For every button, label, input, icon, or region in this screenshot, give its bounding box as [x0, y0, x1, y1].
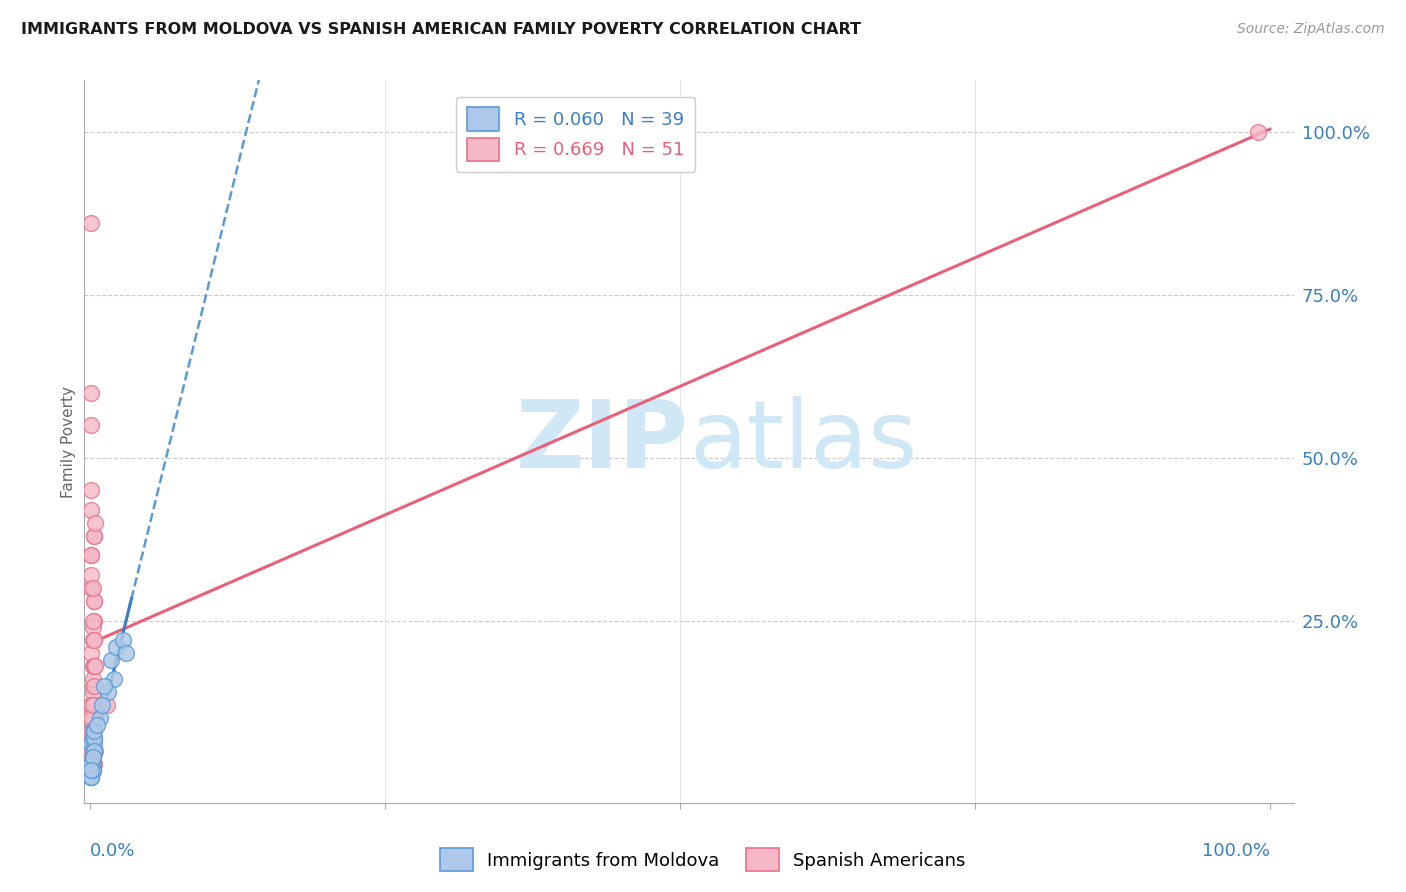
Point [80, 737, 103, 751]
Point [80, 744, 103, 758]
Point [84, 744, 107, 758]
Point [80, 724, 103, 739]
Point [82, 764, 104, 778]
Text: ZIP: ZIP [516, 395, 689, 488]
Point [96, 698, 118, 713]
Point [80, 711, 103, 725]
Point [97, 685, 120, 699]
Point [80, 483, 103, 498]
Legend: R = 0.060   N = 39, R = 0.669   N = 51: R = 0.060 N = 39, R = 0.669 N = 51 [456, 96, 695, 172]
Point [80, 770, 103, 784]
Point [80, 770, 103, 784]
Point [84, 659, 107, 673]
Point [82, 724, 104, 739]
Point [82, 724, 104, 739]
Point [83, 756, 105, 771]
Point [82, 756, 104, 771]
Point [82, 698, 104, 713]
Point [114, 646, 136, 660]
Text: IMMIGRANTS FROM MOLDOVA VS SPANISH AMERICAN FAMILY POVERTY CORRELATION CHART: IMMIGRANTS FROM MOLDOVA VS SPANISH AMERI… [21, 22, 860, 37]
Point [112, 633, 135, 648]
Point [83, 633, 105, 648]
Point [83, 529, 105, 543]
Point [82, 756, 104, 771]
Point [84, 698, 107, 713]
Point [80, 568, 103, 582]
Point [80, 764, 103, 778]
Point [83, 711, 105, 725]
Point [82, 581, 104, 595]
Point [82, 737, 104, 751]
Point [83, 594, 105, 608]
Point [80, 698, 103, 713]
Point [80, 385, 103, 400]
Point [82, 750, 104, 764]
Point [82, 731, 104, 745]
Point [80, 756, 103, 771]
Text: atlas: atlas [689, 395, 917, 488]
Point [80, 549, 103, 563]
Point [80, 770, 103, 784]
Point [82, 750, 104, 764]
Point [80, 698, 103, 713]
Point [82, 764, 104, 778]
Text: Source: ZipAtlas.com: Source: ZipAtlas.com [1237, 22, 1385, 37]
Point [83, 633, 105, 648]
Text: 0.0%: 0.0% [90, 842, 135, 860]
Point [89, 711, 111, 725]
Point [80, 549, 103, 563]
Point [80, 581, 103, 595]
Point [80, 646, 103, 660]
Point [82, 750, 104, 764]
Y-axis label: Family Poverty: Family Poverty [60, 385, 76, 498]
Point [82, 724, 104, 739]
Point [82, 633, 104, 648]
Point [93, 679, 115, 693]
Point [83, 744, 105, 758]
Text: 100.0%: 100.0% [1202, 842, 1270, 860]
Point [83, 744, 105, 758]
Point [105, 640, 128, 654]
Point [82, 744, 104, 758]
Point [83, 679, 105, 693]
Point [103, 672, 125, 686]
Point [83, 731, 105, 745]
Point [80, 756, 103, 771]
Point [82, 679, 104, 693]
Point [82, 685, 104, 699]
Point [83, 731, 105, 745]
Point [83, 737, 105, 751]
Legend: Immigrants from Moldova, Spanish Americans: Immigrants from Moldova, Spanish America… [433, 841, 973, 879]
Point [80, 764, 103, 778]
Point [82, 620, 104, 634]
Point [82, 672, 104, 686]
Point [82, 737, 104, 751]
Point [86, 717, 108, 731]
Point [82, 717, 104, 731]
Point [83, 659, 105, 673]
Point [83, 614, 105, 628]
Point [91, 698, 114, 713]
Point [80, 770, 103, 784]
Point [80, 764, 103, 778]
Point [80, 418, 103, 433]
Point [83, 659, 105, 673]
Point [84, 516, 107, 530]
Point [82, 711, 104, 725]
Point [80, 217, 103, 231]
Point [80, 737, 103, 751]
Point [82, 614, 104, 628]
Point [82, 724, 104, 739]
Point [80, 764, 103, 778]
Point [83, 529, 105, 543]
Point [1247, 125, 1270, 139]
Point [100, 652, 122, 666]
Point [82, 750, 104, 764]
Point [83, 724, 105, 739]
Point [82, 764, 104, 778]
Point [80, 503, 103, 517]
Point [82, 659, 104, 673]
Point [80, 756, 103, 771]
Point [83, 594, 105, 608]
